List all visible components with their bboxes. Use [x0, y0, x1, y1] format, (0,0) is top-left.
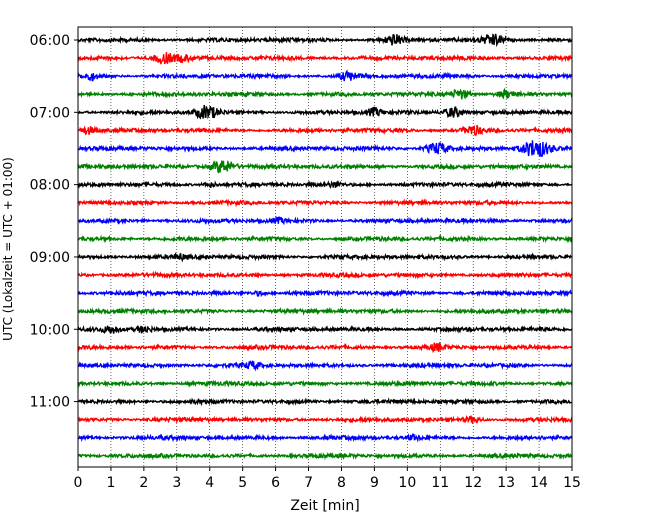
seismic-trace [77, 341, 573, 354]
seismic-trace [77, 270, 573, 280]
x-tick-label: 6 [271, 475, 280, 491]
seismic-trace [77, 324, 573, 335]
x-axis-label: Zeit [min] [290, 498, 359, 514]
seismic-trace [77, 160, 573, 174]
trace-group [77, 33, 573, 461]
x-tick-label: 10 [398, 475, 416, 491]
x-tick-label: 2 [139, 475, 148, 491]
seismic-trace [77, 451, 573, 461]
y-tick-label: 06:00 [30, 33, 70, 49]
seismic-trace [77, 397, 573, 407]
y-tick-label: 07:00 [30, 105, 70, 121]
seismic-trace [77, 306, 573, 316]
x-tick-label: 5 [238, 475, 247, 491]
x-tick-label: 7 [304, 475, 313, 491]
seismic-trace [77, 360, 573, 372]
plot-background [78, 27, 572, 467]
seismic-trace [77, 198, 573, 208]
y-tick-label: 11:00 [30, 395, 70, 411]
grid-lines [110, 27, 540, 467]
y-axis-ticks: 06:00 07:00 08:00 09:00 10:00 11:00 [30, 33, 78, 411]
y-axis-label: UTC (Lokalzeit = UTC + 01:00) [1, 157, 15, 341]
seismic-trace [77, 124, 573, 136]
seismic-trace [77, 105, 573, 120]
seismic-trace [77, 415, 573, 425]
x-tick-label: 1 [106, 475, 115, 491]
x-tick-label: 13 [497, 475, 515, 491]
x-tick-label: 9 [370, 475, 379, 491]
seismic-trace [77, 379, 573, 388]
x-tick-label: 8 [337, 475, 346, 491]
plot-frame [77, 26, 573, 468]
x-tick-label: 15 [563, 475, 581, 491]
seismic-trace [77, 179, 573, 190]
seismic-trace [77, 251, 573, 263]
x-tick-label: 12 [464, 475, 482, 491]
seismic-trace [77, 87, 573, 100]
x-tick-label: 14 [530, 475, 548, 491]
seismic-trace [77, 288, 573, 298]
seismic-trace [77, 33, 573, 48]
seismic-trace [77, 234, 573, 244]
y-tick-label: 08:00 [30, 178, 70, 194]
seismic-trace [77, 140, 573, 158]
x-tick-label: 0 [74, 475, 83, 491]
x-tick-label: 11 [431, 475, 449, 491]
y-tick-label: 10:00 [30, 322, 70, 338]
x-tick-label: 4 [205, 475, 214, 491]
x-tick-label: 3 [172, 475, 181, 491]
seismic-trace [77, 215, 573, 226]
seismic-trace [77, 69, 573, 82]
y-tick-label: 09:00 [30, 250, 70, 266]
x-axis-ticks: 0 1 2 3 4 5 6 7 8 9 10 11 12 13 14 15 [74, 467, 581, 491]
seismic-trace [77, 52, 573, 65]
seismic-trace [77, 432, 573, 443]
